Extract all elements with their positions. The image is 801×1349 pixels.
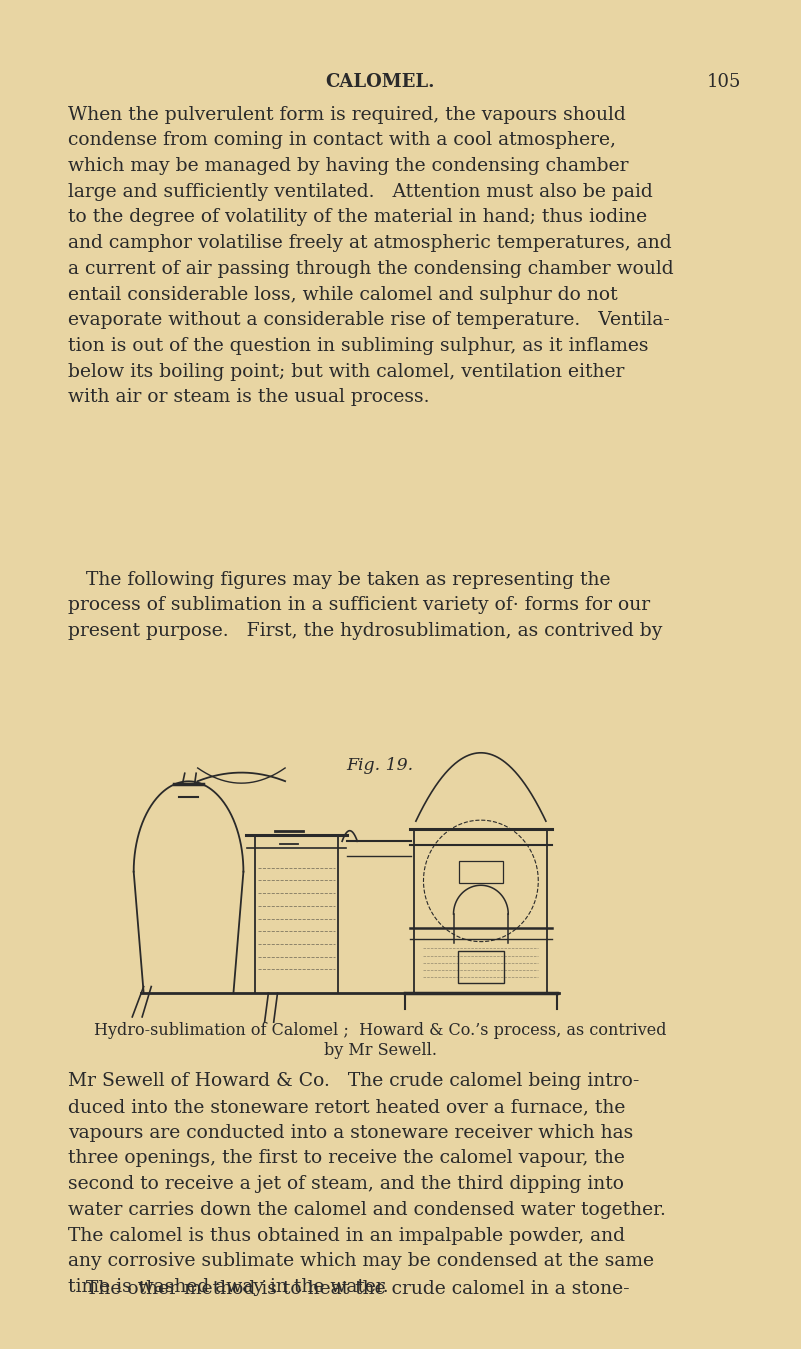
Text: The other method is to heat the crude calomel in a stone-: The other method is to heat the crude ca… [68,1280,630,1298]
Text: 105: 105 [707,73,742,90]
Text: Mr Sewell of Howard & Co.   The crude calomel being intro-
duced into the stonew: Mr Sewell of Howard & Co. The crude calo… [68,1072,666,1296]
Text: by Mr Sewell.: by Mr Sewell. [324,1041,437,1059]
Text: The following figures may be taken as representing the
process of sublimation in: The following figures may be taken as re… [68,571,662,639]
Bar [459,862,503,882]
Text: CALOMEL.: CALOMEL. [325,73,435,90]
Bar [458,951,504,982]
Text: Fig. 19.: Fig. 19. [347,757,413,774]
Text: When the pulverulent form is required, the vapours should
condense from coming i: When the pulverulent form is required, t… [68,105,674,406]
Text: Hydro-sublimation of Calomel ;  Howard & Co.’s process, as contrived: Hydro-sublimation of Calomel ; Howard & … [94,1023,666,1039]
